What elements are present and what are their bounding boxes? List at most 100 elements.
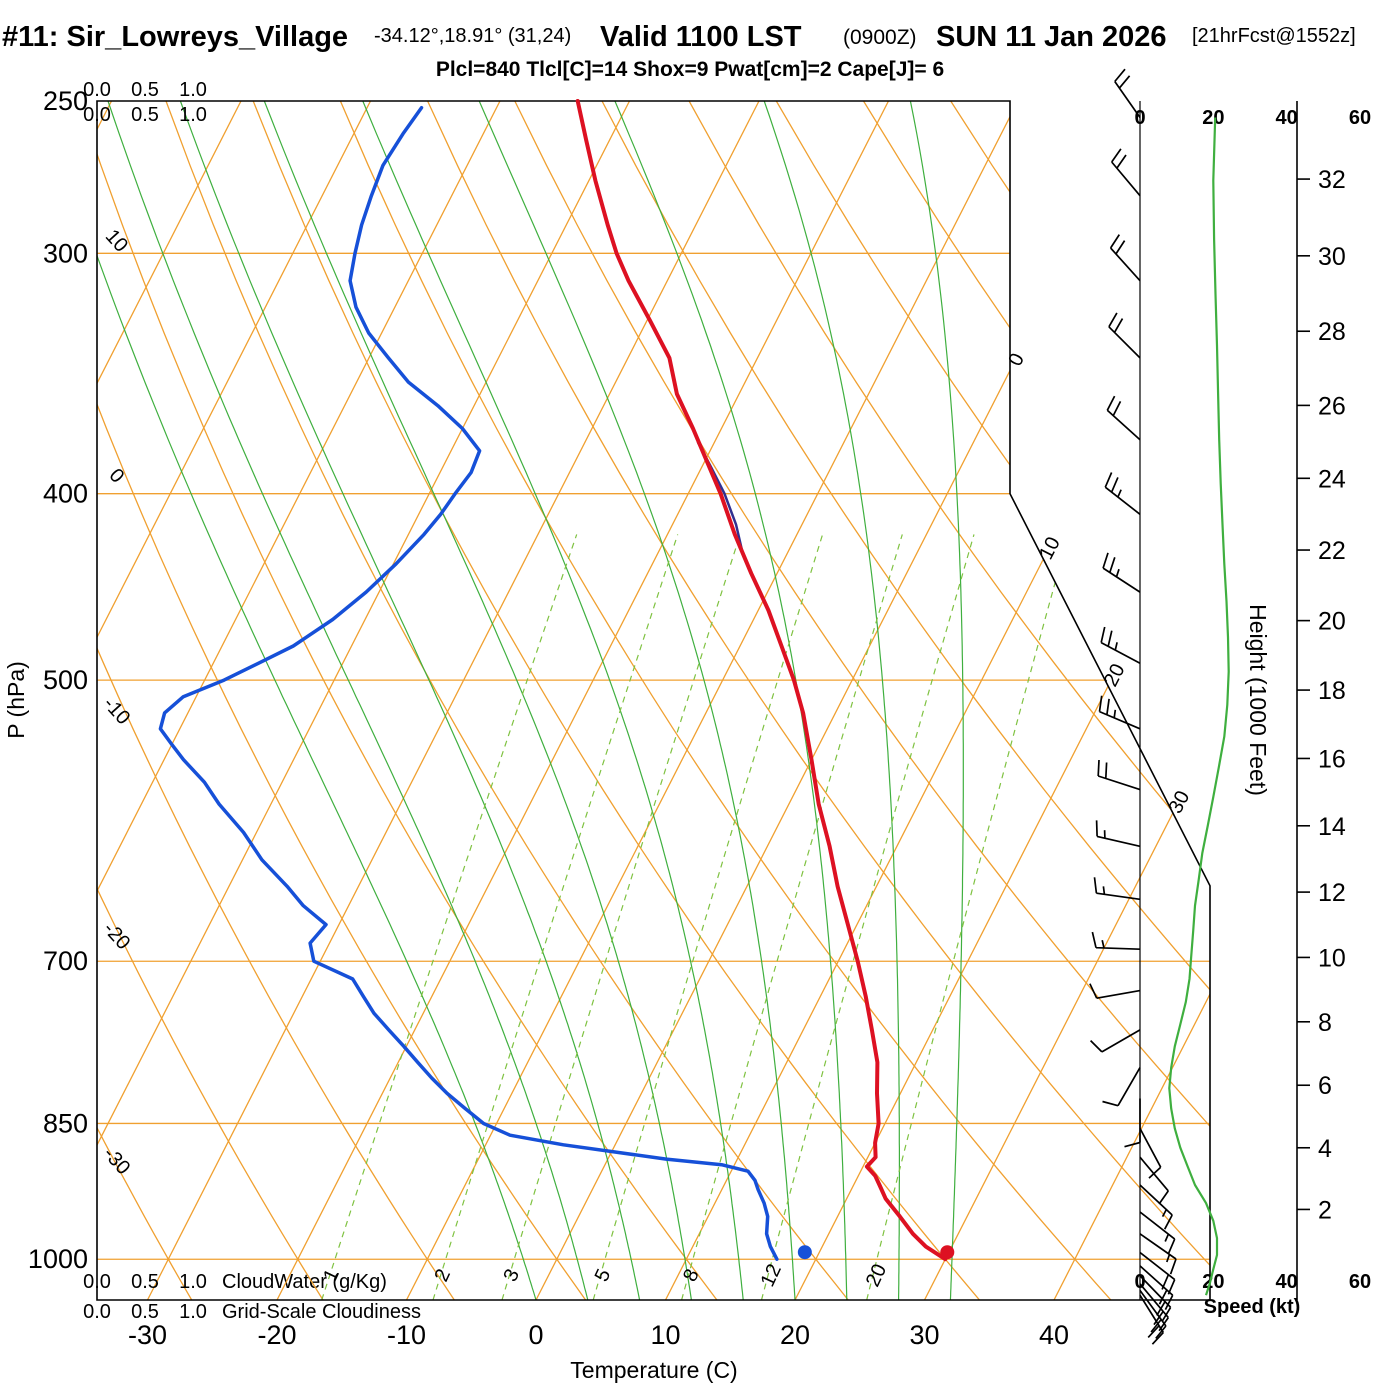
cloudiness-scale-bottom: 0.5 <box>131 1301 159 1323</box>
cloudiness-scale-bottom: 1.0 <box>179 1301 207 1323</box>
wind-barb <box>1139 1156 1169 1205</box>
isotherm-label: 30 <box>1165 787 1195 817</box>
forecast-hour: [21hrFcst@1552z] <box>1192 25 1356 47</box>
wind-barb <box>1139 1233 1177 1275</box>
cloudiness-scale-top: 0.5 <box>131 104 159 126</box>
isotherm-line <box>664 101 1210 1300</box>
height-tick-label: 32 <box>1318 166 1346 194</box>
mixing-ratio-label: 12 <box>757 1261 786 1290</box>
pressure-tick-label: 400 <box>43 479 88 509</box>
wind-barb <box>1139 1294 1165 1345</box>
pressure-tick-label: 500 <box>43 665 88 695</box>
isotherm-line <box>97 101 372 1300</box>
moist-adiabat-line <box>763 101 900 1300</box>
temperature-tick-label: 40 <box>1039 1320 1069 1350</box>
wind-barb <box>1095 820 1141 848</box>
isotherm-label: 20 <box>1100 660 1130 690</box>
temperature-tick-label: 0 <box>528 1320 543 1350</box>
mixing-ratio-line <box>501 534 741 1300</box>
stability-indices: Plcl=840 Tlcl[C]=14 Shox=9 Pwat[cm]=2 Ca… <box>436 58 944 81</box>
surface-temperature-dot <box>940 1245 955 1260</box>
dry-adiabat-line <box>97 101 193 1300</box>
cloudwater-scale-bottom: 0.5 <box>131 1271 159 1293</box>
cloudwater-scale-top: 0.0 <box>83 79 111 101</box>
wind-barb <box>1091 931 1141 951</box>
height-tick-label: 4 <box>1318 1135 1332 1163</box>
height-tick-label: 8 <box>1318 1009 1332 1037</box>
isotherm-label: 0 <box>1004 350 1029 370</box>
temperature-tick-label: -10 <box>387 1320 426 1350</box>
moist-adiabat-line <box>909 101 964 1300</box>
cloudwater-scale-top: 1.0 <box>179 79 207 101</box>
isotherm-label: 10 <box>1035 533 1065 563</box>
dry-adiabat-line <box>514 101 1210 1300</box>
wind-barb <box>1102 552 1141 593</box>
wind-barb <box>1104 472 1141 515</box>
moist-adiabat-line <box>97 101 537 1300</box>
wind-speed-curve <box>1168 117 1230 1296</box>
wind-barb <box>1139 1184 1173 1230</box>
dry-adiabat-label: -20 <box>99 918 135 954</box>
pressure-tick-label: 1000 <box>28 1244 88 1274</box>
temperature-tick-label: -20 <box>257 1320 296 1350</box>
dry-adiabat-line <box>97 101 324 1300</box>
wind-barb <box>1093 877 1141 901</box>
cloudwater-title: CloudWater (g/Kg) <box>222 1271 387 1293</box>
height-tick-label: 20 <box>1318 608 1346 636</box>
dry-adiabat-line <box>252 101 980 1300</box>
mixing-ratio-line <box>866 534 1069 1300</box>
height-tick-label: 30 <box>1318 243 1346 271</box>
frame <box>96 100 1298 1301</box>
speed-tick-label-top: 60 <box>1349 107 1371 129</box>
station-title: #11: Sir_Lowreys_Village <box>2 21 348 53</box>
mixing-ratio-line <box>592 534 824 1300</box>
speed-tick-label-bottom: 0 <box>1134 1271 1145 1293</box>
mixing-ratio-line <box>760 534 975 1300</box>
height-tick-label: 10 <box>1318 944 1346 972</box>
mixing-ratio-label: 2 <box>430 1266 455 1285</box>
moist-adiabat-line <box>614 101 848 1300</box>
pressure-tick-label: 700 <box>43 946 88 976</box>
sounding-profiles <box>158 99 955 1262</box>
dry-adiabat-line <box>97 101 587 1300</box>
header: #11: Sir_Lowreys_Village -34.12°,18.91° … <box>2 21 1356 81</box>
dry-adiabat-line <box>1212 101 1400 1300</box>
wind-barb <box>1139 1289 1167 1339</box>
cloudiness-scale-top: 0.0 <box>83 104 111 126</box>
temperature-tick-label: 10 <box>650 1320 680 1350</box>
mixing-ratio-line <box>321 534 578 1300</box>
isotherm-line <box>97 101 501 1300</box>
dry-adiabat-line <box>339 101 1112 1300</box>
moist-adiabat-line <box>263 101 692 1300</box>
temperature-tick-label: 30 <box>909 1320 939 1350</box>
mixing-ratio-label: 3 <box>499 1266 524 1285</box>
pressure-tick-label: 250 <box>43 86 88 116</box>
wind-barb <box>1089 1029 1141 1053</box>
station-coords: -34.12°,18.91° (31,24) <box>374 25 571 47</box>
dry-adiabat-line <box>775 101 1210 1300</box>
isotherm-line <box>97 101 631 1300</box>
mixing-ratio-line <box>681 534 903 1300</box>
isotherm-line <box>923 101 1210 1300</box>
dry-adiabat-line <box>1299 101 1400 1300</box>
isotherm-line <box>276 101 890 1300</box>
mixing-ratio-label: 20 <box>862 1261 891 1290</box>
cloudiness-scale-bottom: 0.0 <box>83 1301 111 1323</box>
speed-tick-label-bottom: 60 <box>1349 1271 1371 1293</box>
speed-axis-title: Speed (kt) <box>1204 1296 1301 1318</box>
pressure-axis-title: P (hPa) <box>3 661 29 739</box>
wind-barb <box>1108 312 1141 359</box>
height-tick-label: 24 <box>1318 465 1346 493</box>
dry-adiabat-line <box>165 101 849 1300</box>
wind-barb <box>1098 695 1141 730</box>
dry-adiabat-line <box>427 101 1210 1300</box>
wind-barb <box>1097 759 1141 791</box>
temperature-curve <box>575 99 948 1262</box>
wind-barb <box>1111 148 1141 197</box>
height-tick-label: 12 <box>1318 879 1346 907</box>
cloudiness-title: Grid-Scale Cloudiness <box>222 1301 421 1323</box>
axis-titles: P (hPa) Temperature (C) Height (1000 Fee… <box>3 604 1300 1383</box>
